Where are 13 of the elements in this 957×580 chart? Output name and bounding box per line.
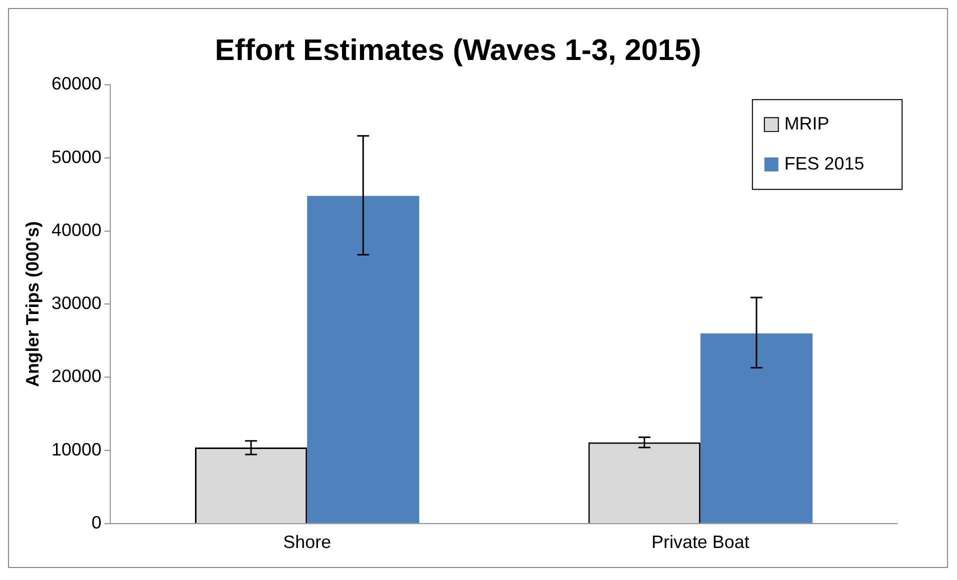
y-tick-label: 10000 <box>52 439 102 460</box>
y-tick-label: 30000 <box>52 293 102 314</box>
chart-title: Effort Estimates (Waves 1-3, 2015) <box>214 34 702 68</box>
y-tick-label: 50000 <box>52 146 102 167</box>
x-tick-label: Private Boat <box>652 532 750 552</box>
legend-label: FES 2015 <box>784 153 864 174</box>
y-tick-label: 40000 <box>52 220 102 240</box>
x-tick-label: Shore <box>283 532 332 552</box>
y-tick-label: 20000 <box>52 366 102 386</box>
y-tick-label: 0 <box>91 512 102 533</box>
legend-label: MRIP <box>784 114 830 134</box>
y-axis-title: Angler Trips (000's) <box>22 221 43 387</box>
y-tick-label: 60000 <box>52 74 102 94</box>
